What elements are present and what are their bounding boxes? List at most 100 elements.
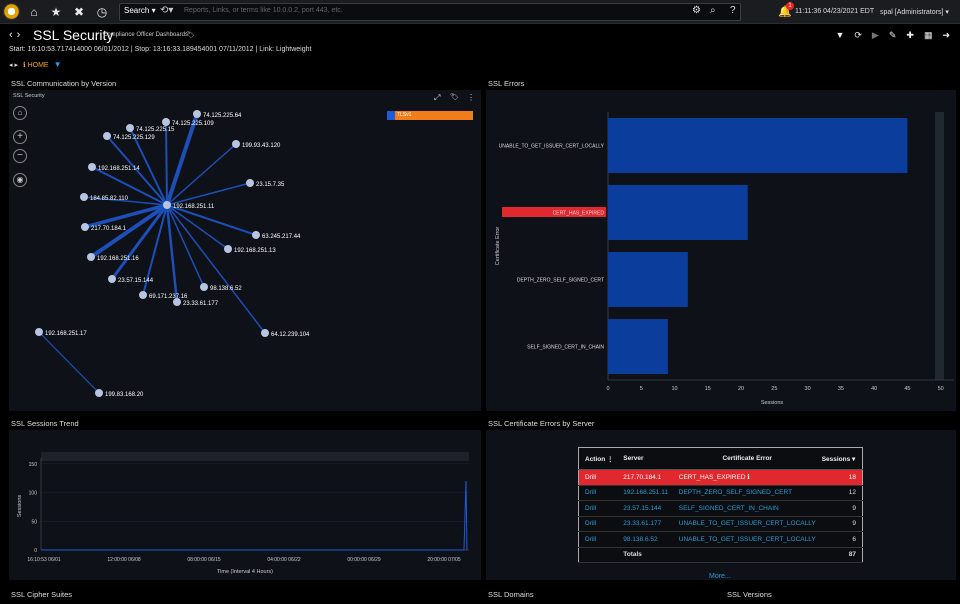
x-tick-label: 16:10:53 06/01 [27, 557, 61, 563]
category-label: CERT_HAS_EXPIRED [553, 211, 605, 217]
search-type-select[interactable]: Search ▾ [124, 6, 156, 15]
star-icon[interactable]: ★ [50, 5, 62, 19]
search-box[interactable]: Search ▾ ⟲▾ Reports, Links, or terms lik… [119, 3, 741, 21]
sessions-cell: 9 [815, 500, 863, 517]
network-node [35, 328, 43, 336]
network-inner-title: SSL Security [13, 93, 45, 99]
table-row[interactable]: Drill 98.138.6.52 UNABLE_TO_GET_ISSUER_C… [578, 531, 863, 548]
panel-title-cert-errors: SSL Certificate Errors by Server [488, 419, 595, 428]
network-node-label: 64.12.239.104 [271, 332, 310, 338]
home-icon[interactable]: ⌂ [13, 106, 27, 120]
table-header-row: Action ⋮ Server Certificate Error Sessio… [578, 447, 863, 470]
panel-title-communication: SSL Communication by Version [11, 79, 117, 88]
tools-icon[interactable]: ✖ [73, 5, 85, 19]
network-node [252, 231, 260, 239]
pin-icon[interactable]: ✎ [888, 30, 897, 40]
server-cell[interactable]: 23.33.61.177 [617, 516, 673, 532]
tag-icon[interactable]: 🏷 [450, 94, 459, 101]
zoom-out-icon[interactable]: − [13, 149, 27, 163]
drill-link[interactable]: Drill [578, 516, 618, 532]
network-edge [38, 331, 100, 394]
network-graph: 192.168.251.11 74.125.225.64 74.125.225.10… [35, 110, 310, 398]
column-header-error[interactable]: Certificate Error [672, 447, 816, 470]
more-menu-icon[interactable]: ⋮ [467, 93, 475, 102]
drill-link[interactable]: Drill [578, 531, 618, 548]
network-edge [166, 182, 251, 206]
clock-text: 11:11:36 04/23/2021 EDT [795, 8, 875, 15]
network-node-label: 199.83.168.20 [105, 392, 144, 398]
network-node-label: 192.168.251.17 [45, 331, 87, 337]
network-node-label: 74.125.225.129 [113, 135, 155, 141]
column-header-server[interactable]: Server [617, 447, 673, 470]
breadcrumb-arrows[interactable]: ◂ ▸ [9, 61, 18, 69]
filter-icon[interactable]: ▼ [835, 30, 845, 40]
help-icon[interactable]: ? [730, 5, 736, 16]
search-input[interactable]: Reports, Links, or terms like 10.0.0.2, … [184, 7, 343, 14]
error-cell[interactable]: SELF_SIGNED_CERT_IN_CHAIN [672, 500, 816, 517]
total-label: Totals [617, 547, 816, 563]
network-node [139, 291, 147, 299]
network-edge [110, 204, 169, 280]
play-icon[interactable]: ▶ [871, 30, 879, 40]
server-cell[interactable]: 98.138.6.52 [617, 531, 673, 548]
y-tick-label: 150 [29, 462, 38, 468]
calendar-icon[interactable]: ▦ [923, 30, 933, 40]
history-icon[interactable]: ⟲▾ [160, 5, 174, 16]
breadcrumb-home[interactable]: ℹ HOME [22, 61, 49, 69]
server-cell[interactable]: 23.57.15.144 [617, 500, 673, 517]
tag-icon[interactable]: 🏷 [186, 32, 195, 39]
error-cell[interactable]: UNABLE_TO_GET_ISSUER_CERT_LOCALLY [672, 516, 816, 532]
x-tick-label: 50 [938, 386, 944, 392]
table-row[interactable]: Drill 23.33.61.177 UNABLE_TO_GET_ISSUER_… [578, 516, 863, 532]
expand-icon[interactable]: ⤢ [434, 93, 441, 102]
column-header-action[interactable]: Action ⋮ [578, 447, 618, 470]
server-cell[interactable]: 217.70.184.1 [617, 469, 673, 486]
network-node [193, 110, 201, 118]
add-icon[interactable]: ✚ [906, 30, 914, 40]
sessions-cell: 12 [815, 485, 863, 501]
drill-link[interactable]: Drill [578, 485, 618, 501]
table-row[interactable]: Drill 23.57.15.144 SELF_SIGNED_CERT_IN_C… [578, 500, 863, 517]
user-menu[interactable]: spal [Administrators] ▾ [880, 9, 949, 16]
x-tick-label: 10 [671, 386, 677, 392]
table-row[interactable]: Drill 217.70.184.1 CERT_HAS_EXPIRED ℹ 18 [578, 469, 863, 486]
table-row[interactable]: Drill 192.168.251.11 DEPTH_ZERO_SELF_SIG… [578, 485, 863, 501]
nav-arrows[interactable]: ‹› [9, 29, 25, 41]
forward-icon[interactable]: ➜ [942, 30, 950, 40]
network-edge [166, 204, 257, 236]
page-subtitle[interactable]: Compliance Officer Dashboards [103, 32, 188, 38]
x-tick-label: 5 [640, 386, 643, 392]
more-link[interactable]: More... [709, 573, 731, 580]
error-cell[interactable]: DEPTH_ZERO_SELF_SIGNED_CERT [672, 485, 816, 501]
category-label: SELF_SIGNED_CERT_IN_CHAIN [527, 345, 604, 351]
network-edge [91, 166, 168, 206]
network-node-label: 74.125.225.109 [172, 121, 214, 127]
eye-icon[interactable]: ◉ [13, 173, 27, 187]
network-edge [166, 143, 237, 206]
drill-link[interactable]: Drill [578, 500, 618, 517]
home-icon[interactable]: ⌂ [30, 5, 38, 19]
x-tick-label: 40 [871, 386, 877, 392]
network-edge [142, 204, 168, 296]
zoom-in-icon[interactable]: + [13, 130, 27, 144]
x-tick-label: 20 [738, 386, 744, 392]
column-header-sessions[interactable]: Sessions ▾ [815, 447, 863, 470]
network-edge [83, 196, 168, 206]
settings-icon[interactable]: ⚙ [692, 5, 701, 16]
search-icon[interactable]: ⌕ [710, 5, 716, 16]
app-logo[interactable] [3, 3, 20, 20]
drill-link[interactable]: Drill [578, 469, 618, 486]
network-node [80, 193, 88, 201]
clock-icon[interactable]: ◷ [96, 5, 108, 19]
network-node [126, 124, 134, 132]
trend-chart: 0 50 100 150 16:10:53 06/01 12:00:00 06/08 08:… [17, 452, 469, 575]
error-cell[interactable]: UNABLE_TO_GET_ISSUER_CERT_LOCALLY [672, 531, 816, 548]
refresh-icon[interactable]: ⟳ [854, 30, 862, 40]
chevron-down-icon[interactable]: ▼ [53, 60, 62, 69]
panel-title-errors: SSL Errors [488, 79, 525, 88]
toolbar: ▼ ⟳ ▶ ✎ ✚ ▦ ➜ [835, 30, 950, 41]
server-cell[interactable]: 192.168.251.11 [617, 485, 673, 501]
legend-bar: TLSv1 [387, 111, 473, 120]
network-node-label: 199.93.43.120 [242, 143, 281, 149]
error-cell[interactable]: CERT_HAS_EXPIRED ℹ [672, 469, 816, 486]
